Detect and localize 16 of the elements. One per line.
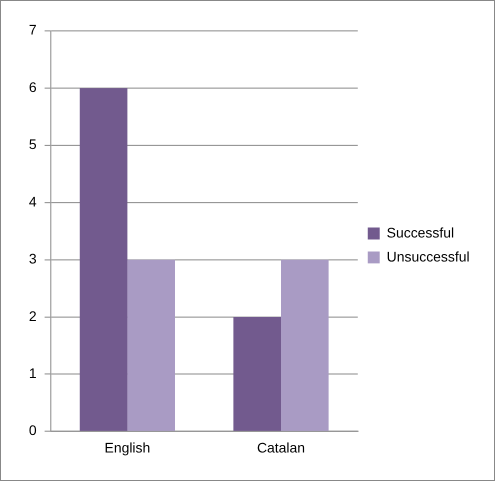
y-tick-label: 1 — [28, 365, 37, 382]
y-tick-label: 7 — [28, 22, 37, 38]
y-tick-label: 3 — [28, 250, 37, 267]
bar — [127, 260, 176, 431]
y-tick-label: 5 — [28, 136, 37, 152]
x-tick-label: English — [104, 440, 150, 456]
legend-label: Unsuccessful — [386, 248, 470, 264]
x-tick-label: Catalan — [256, 440, 306, 456]
y-tick-label: 6 — [28, 78, 37, 95]
y-tick-label: 0 — [28, 422, 37, 438]
bar — [281, 260, 329, 431]
y-tick-label: 4 — [28, 193, 37, 210]
legend-label: Successful — [386, 224, 454, 240]
bar — [80, 88, 128, 431]
bar — [233, 316, 281, 431]
y-tick-label: 2 — [28, 308, 37, 324]
